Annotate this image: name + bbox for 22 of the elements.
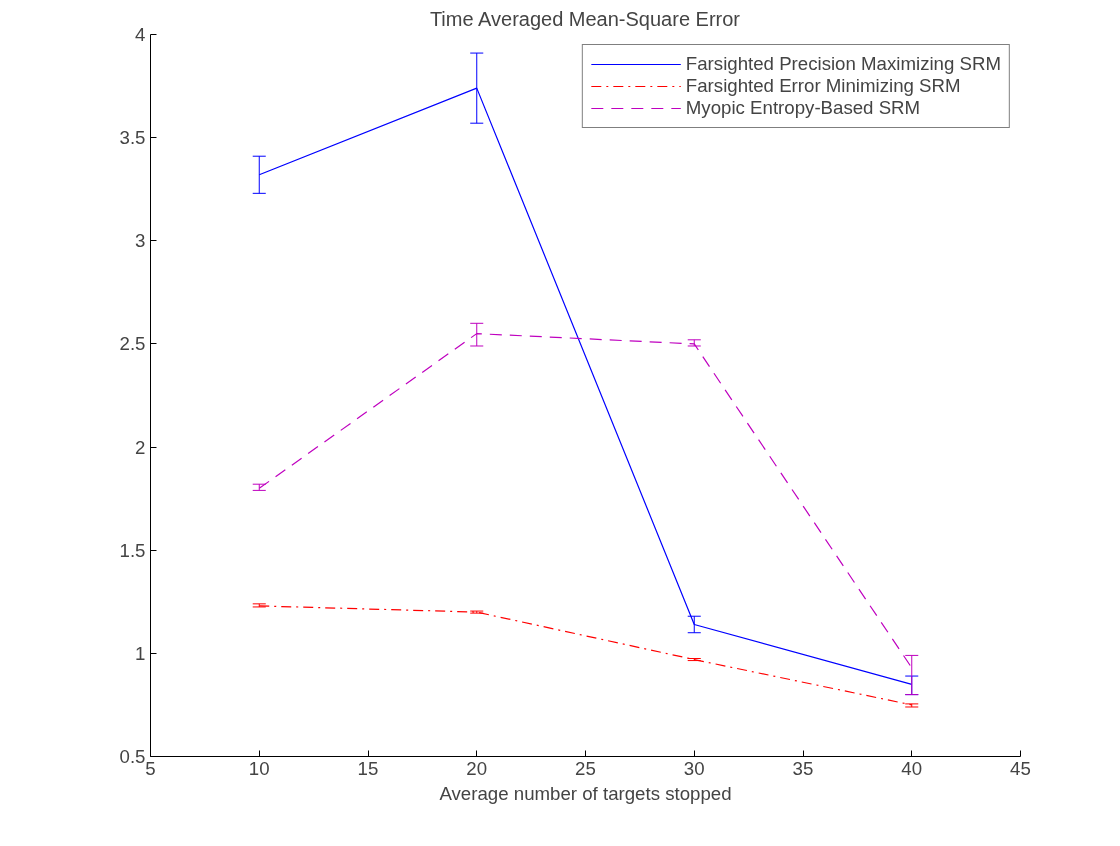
legend-label: Farsighted Error Minimizing SRM	[685, 75, 961, 97]
x-tick-label: 5	[145, 757, 156, 779]
y-tick-label: 2.5	[119, 333, 146, 355]
x-tick-label: 40	[901, 757, 923, 779]
y-tick-label: 4	[135, 24, 146, 45]
y-tick-label: 1.5	[119, 539, 146, 561]
x-tick-label: 30	[683, 757, 705, 779]
chart-title: Time Averaged Mean-Square Error	[429, 7, 741, 30]
y-tick-label: 0.5	[119, 746, 146, 767]
legend-label: Myopic Entropy-Based SRM	[685, 97, 921, 119]
x-axis-title: Average number of targets stopped	[439, 782, 732, 804]
y-tick-label: 1	[135, 642, 146, 664]
y-tick-label: 3	[135, 230, 146, 252]
x-tick-label: 10	[248, 757, 270, 779]
x-tick-label: 15	[357, 757, 379, 779]
legend-label: Farsighted Precision Maximizing SRM	[685, 53, 1001, 75]
y-tick-label: 3.5	[119, 127, 146, 149]
x-tick-label: 20	[466, 757, 488, 779]
x-tick-label: 25	[575, 757, 596, 779]
x-tick-label: 35	[792, 757, 814, 779]
x-tick-label: 45	[1010, 757, 1031, 779]
y-tick-label: 2	[135, 436, 146, 458]
